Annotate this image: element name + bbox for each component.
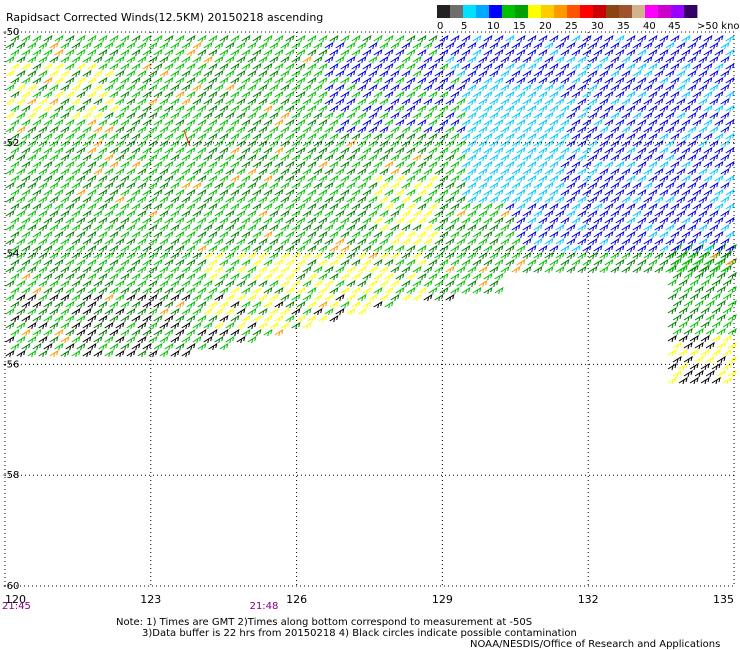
wind-barb-group bbox=[5, 34, 737, 358]
note-line-1: Note: 1) Times are GMT 2)Times along bot… bbox=[116, 617, 532, 628]
legend-swatch bbox=[437, 5, 451, 18]
legend-tick-label: 45 bbox=[668, 21, 681, 32]
legend-tick-label: 20 bbox=[539, 21, 552, 32]
legend-swatch bbox=[515, 5, 529, 18]
legend-tick-label: 40 bbox=[643, 21, 656, 32]
legend-swatch bbox=[671, 5, 685, 18]
latitude-label: -58 bbox=[3, 470, 19, 481]
legend-tick-label: >50 knots bbox=[697, 21, 740, 32]
legend-swatch bbox=[541, 5, 555, 18]
latitude-label: -50 bbox=[3, 27, 19, 38]
legend-swatch bbox=[502, 5, 516, 18]
wind-barb-group bbox=[183, 129, 191, 147]
time-labels: 21:45 21:48 bbox=[2, 601, 278, 612]
legend-swatch bbox=[593, 5, 607, 18]
legend-swatch bbox=[580, 5, 594, 18]
legend-tick-label: 25 bbox=[565, 21, 578, 32]
wind-speed-legend: 0 5 10 15 20 25 30 35 40 45 >50 knots bbox=[437, 5, 740, 32]
longitude-label: 126 bbox=[286, 593, 307, 606]
legend-swatch bbox=[606, 5, 620, 18]
note-line-2: 3)Data buffer is 22 hrs from 20150218 4)… bbox=[142, 628, 577, 639]
longitude-label: 129 bbox=[432, 593, 453, 606]
latitude-label: -52 bbox=[3, 138, 19, 149]
legend-tick-label: 35 bbox=[617, 21, 630, 32]
time-label: 21:48 bbox=[250, 601, 279, 612]
wind-barb-group bbox=[5, 62, 737, 385]
longitude-label: 123 bbox=[140, 593, 161, 606]
wind-barb-group bbox=[5, 293, 726, 385]
legend-swatch bbox=[632, 5, 646, 18]
legend-swatch bbox=[476, 5, 490, 18]
wind-barb-group bbox=[5, 34, 737, 358]
legend-tick-label: 15 bbox=[513, 21, 526, 32]
longitude-label: 120 bbox=[5, 593, 26, 606]
longitude-labels: 120 123 126 129 132 135 bbox=[5, 593, 734, 606]
legend-tick-label: 5 bbox=[461, 21, 467, 32]
legend-swatch bbox=[528, 5, 542, 18]
lat-lon-grid bbox=[5, 32, 734, 586]
legend-swatch bbox=[684, 5, 698, 18]
credit-line: NOAA/NESDIS/Office of Research and Appli… bbox=[470, 639, 720, 650]
legend-tick-label: 10 bbox=[487, 21, 500, 32]
legend-swatch bbox=[450, 5, 464, 18]
legend-swatch bbox=[554, 5, 568, 18]
wind-barb-group bbox=[445, 34, 735, 253]
legend-swatch bbox=[463, 5, 477, 18]
plot-area: -50 -52 -54 -56 -58 -60 120 123 126 129 132 135 21… bbox=[2, 27, 737, 612]
time-label: 21:45 bbox=[2, 601, 31, 612]
latitude-labels: -50 -52 -54 -56 -58 -60 bbox=[3, 27, 19, 592]
legend-swatch bbox=[658, 5, 672, 18]
legend-swatch bbox=[489, 5, 503, 18]
legend-swatch bbox=[645, 5, 659, 18]
longitude-label: 135 bbox=[713, 593, 734, 606]
plot-frame bbox=[4, 31, 735, 587]
legend-swatch bbox=[619, 5, 633, 18]
map-title: Rapidsact Corrected Winds(12.5KM) 201502… bbox=[6, 11, 323, 24]
wind-barb-group bbox=[324, 34, 735, 253]
legend-tick-label: 0 bbox=[437, 21, 443, 32]
latitude-label: -60 bbox=[3, 581, 19, 592]
latitude-label: -56 bbox=[3, 359, 19, 370]
legend-swatch bbox=[567, 5, 581, 18]
latitude-label: -54 bbox=[3, 249, 19, 260]
longitude-label: 132 bbox=[578, 593, 599, 606]
plot-border bbox=[4, 31, 735, 587]
wind-barbs bbox=[5, 34, 737, 385]
legend-tick-label: 30 bbox=[591, 21, 604, 32]
